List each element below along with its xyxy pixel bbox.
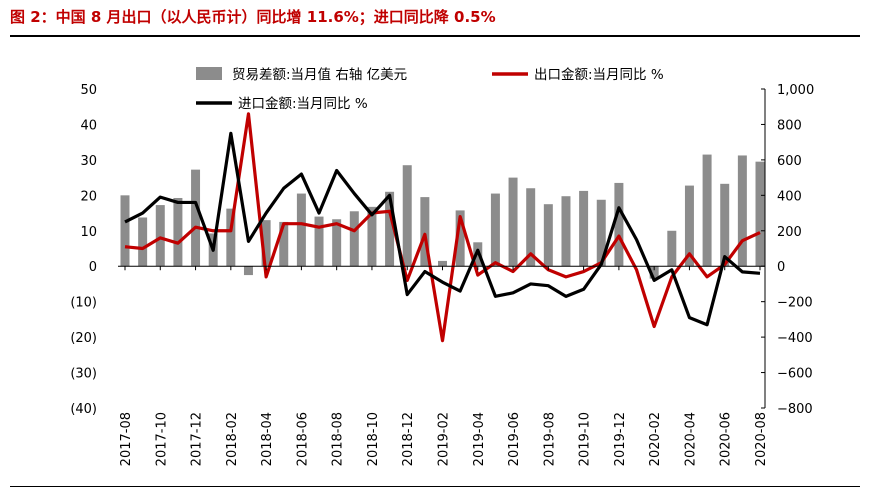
trade-balance-bar	[649, 266, 659, 279]
x-tick-label: 2018-10	[366, 412, 381, 466]
right-tick-label: −600	[777, 367, 813, 382]
left-tick-label: (30)	[70, 367, 97, 382]
trade-balance-bar	[684, 185, 694, 267]
left-tick-label: (10)	[70, 296, 97, 311]
trade-balance-bar	[261, 220, 271, 267]
right-tick-label: 0	[777, 260, 785, 275]
legend-label-import: 进口金额:当月同比 %	[238, 96, 368, 112]
right-tick-label: 200	[777, 225, 802, 240]
x-tick-label: 2019-06	[507, 412, 522, 466]
right-tick-label: 600	[777, 154, 802, 169]
figure-title: 图 2：中国 8 月出口（以人民币计）同比增 11.6%；进口同比降 0.5%	[10, 8, 496, 26]
trade-balance-bar	[455, 210, 465, 267]
trade-balance-bar	[614, 182, 624, 267]
trade-balance-bar	[191, 169, 201, 267]
trade-balance-bar	[367, 206, 377, 267]
trade-balance-bar	[737, 155, 747, 267]
right-tick-label: −200	[777, 296, 813, 311]
trade-balance-bar	[226, 208, 236, 267]
left-tick-label: 0	[89, 260, 97, 275]
left-tick-label: 20	[80, 189, 97, 204]
x-tick-label: 2020-08	[754, 412, 769, 466]
x-tick-label: 2017-10	[154, 412, 169, 466]
top-rule	[10, 35, 860, 37]
x-tick-label: 2019-12	[613, 412, 628, 466]
left-tick-label: 40	[80, 118, 97, 133]
left-tick-label: 50	[80, 83, 97, 98]
x-tick-label: 2018-04	[260, 412, 275, 466]
trade-balance-bar	[155, 205, 165, 267]
right-tick-label: 800	[777, 118, 802, 133]
left-tick-label: (40)	[70, 402, 97, 417]
trade-balance-bar	[120, 195, 130, 267]
x-tick-label: 2019-02	[437, 412, 452, 466]
legend-swatch-bar	[196, 67, 222, 80]
import-yoy-line	[124, 131, 761, 327]
trade-balance-bar	[314, 216, 324, 267]
trade-balance-bar	[526, 188, 536, 267]
legend: 贸易差额:当月值 右轴 亿美元 出口金额:当月同比 % 进口金额:当月同比 %	[196, 67, 664, 112]
axes: (40) (30) (20) (10) 0 10 20 30 40 50 −800 −600 −400 −…	[70, 83, 814, 466]
growth-lines	[124, 112, 761, 343]
trade-balance-bar	[667, 230, 677, 267]
x-tick-label: 2019-10	[578, 412, 593, 466]
trade-balance-bar	[438, 260, 447, 267]
trade-balance-bar	[561, 196, 571, 267]
trade-balance-bar	[543, 204, 553, 267]
left-tick-label: 10	[80, 225, 97, 240]
trade-balance-bar	[490, 193, 500, 267]
legend-label-bar: 贸易差额:当月值 右轴 亿美元	[232, 67, 407, 83]
x-tick-label: 2020-06	[719, 412, 734, 466]
export-yoy-line	[124, 112, 761, 343]
left-tick-label: (20)	[70, 331, 97, 346]
left-tick-label: 30	[80, 154, 97, 169]
x-tick-label: 2017-08	[119, 412, 134, 466]
trade-balance-bar	[332, 219, 342, 267]
x-tick-label: 2018-08	[331, 412, 346, 466]
trade-balance-bar	[402, 165, 412, 267]
trade-balance-bar	[279, 221, 289, 267]
trade-balance-bar	[755, 161, 765, 267]
trade-balance-bar	[173, 197, 183, 267]
trade-balance-bar	[296, 193, 306, 267]
right-tick-label: 400	[777, 189, 802, 204]
right-tick-label: 1,000	[777, 83, 814, 98]
x-tick-label: 2019-08	[542, 412, 557, 466]
bottom-rule	[10, 486, 860, 487]
trade-balance-bar	[720, 183, 730, 267]
trade-balance-bars	[120, 154, 765, 279]
trade-balance-bar	[579, 190, 589, 267]
trade-balance-bar	[385, 191, 395, 267]
trade-balance-bar	[420, 197, 430, 267]
trade-balance-bar	[243, 266, 253, 276]
x-tick-label: 2018-02	[225, 412, 240, 466]
x-tick-label: 2020-02	[648, 412, 663, 466]
x-tick-label: 2019-04	[472, 412, 487, 466]
legend-label-export: 出口金额:当月同比 %	[534, 67, 664, 83]
x-tick-label: 2017-12	[190, 412, 205, 466]
right-tick-label: −400	[777, 331, 813, 346]
x-tick-label: 2018-12	[401, 412, 416, 466]
x-tick-label: 2020-04	[683, 412, 698, 466]
trade-balance-bar	[596, 199, 606, 267]
trade-balance-bar	[349, 211, 359, 267]
trade-balance-bar	[138, 217, 148, 267]
x-tick-label: 2018-06	[295, 412, 310, 466]
trade-balance-bar	[702, 154, 712, 267]
right-tick-label: −800	[777, 402, 813, 417]
trade-balance-bar	[508, 177, 518, 267]
